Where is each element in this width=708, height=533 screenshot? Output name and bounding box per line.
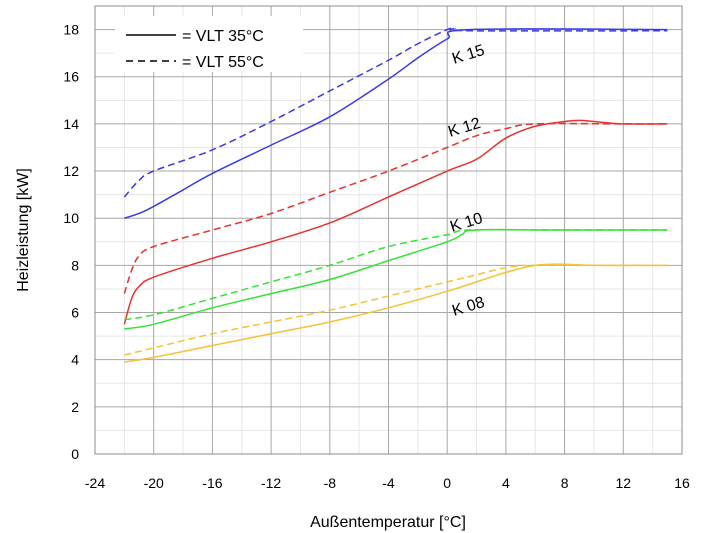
y-tick-label: 8 <box>71 257 79 273</box>
series-k08-vlt35 <box>124 263 668 363</box>
y-tick-label: 12 <box>63 163 79 179</box>
y-axis-label: Heizleistung [kW] <box>15 168 32 292</box>
x-tick-label: -24 <box>85 475 105 491</box>
x-tick-label: 0 <box>443 475 451 491</box>
x-tick-label: -8 <box>324 475 337 491</box>
x-axis-label: Außentemperatur [°C] <box>310 514 466 531</box>
series-k12-vlt55 <box>123 122 668 294</box>
x-tick-label: -16 <box>202 475 222 491</box>
legend-solid-label: = VLT 35°C <box>182 28 264 45</box>
y-tick-label: 2 <box>71 399 79 415</box>
x-tick-label: 12 <box>616 475 632 491</box>
series-k10-vlt35 <box>124 228 668 330</box>
legend-dashed-label: = VLT 55°C <box>182 54 264 71</box>
series-k12-vlt35 <box>123 119 668 325</box>
x-tick-label: -12 <box>261 475 281 491</box>
legend: = VLT 35°C = VLT 55°C <box>115 16 303 72</box>
x-tick-label: 4 <box>502 475 510 491</box>
plot-frame <box>94 5 683 455</box>
x-tick-labels: -24 -20 -16 -12 -8 -4 0 4 8 12 16 <box>85 475 690 491</box>
x-tick-label: 8 <box>561 475 569 491</box>
series-k08-vlt55 <box>124 264 668 356</box>
y-tick-label: 10 <box>63 210 79 226</box>
y-tick-label: 6 <box>71 305 79 321</box>
series-k15-vlt35 <box>124 28 668 219</box>
x-tick-label: -4 <box>382 475 395 491</box>
x-tick-label: 16 <box>674 475 690 491</box>
y-tick-label: 4 <box>71 352 79 368</box>
y-tick-label: 0 <box>71 446 79 462</box>
series-layer <box>123 27 668 363</box>
series-k15-vlt55 <box>123 27 668 198</box>
y-tick-label: 18 <box>63 22 79 38</box>
y-tick-labels: 0 2 4 6 8 10 12 14 16 18 <box>63 22 79 462</box>
x-tick-label: -20 <box>144 475 164 491</box>
y-tick-label: 14 <box>63 116 79 132</box>
legend-box <box>115 16 303 72</box>
y-tick-label: 16 <box>63 69 79 85</box>
